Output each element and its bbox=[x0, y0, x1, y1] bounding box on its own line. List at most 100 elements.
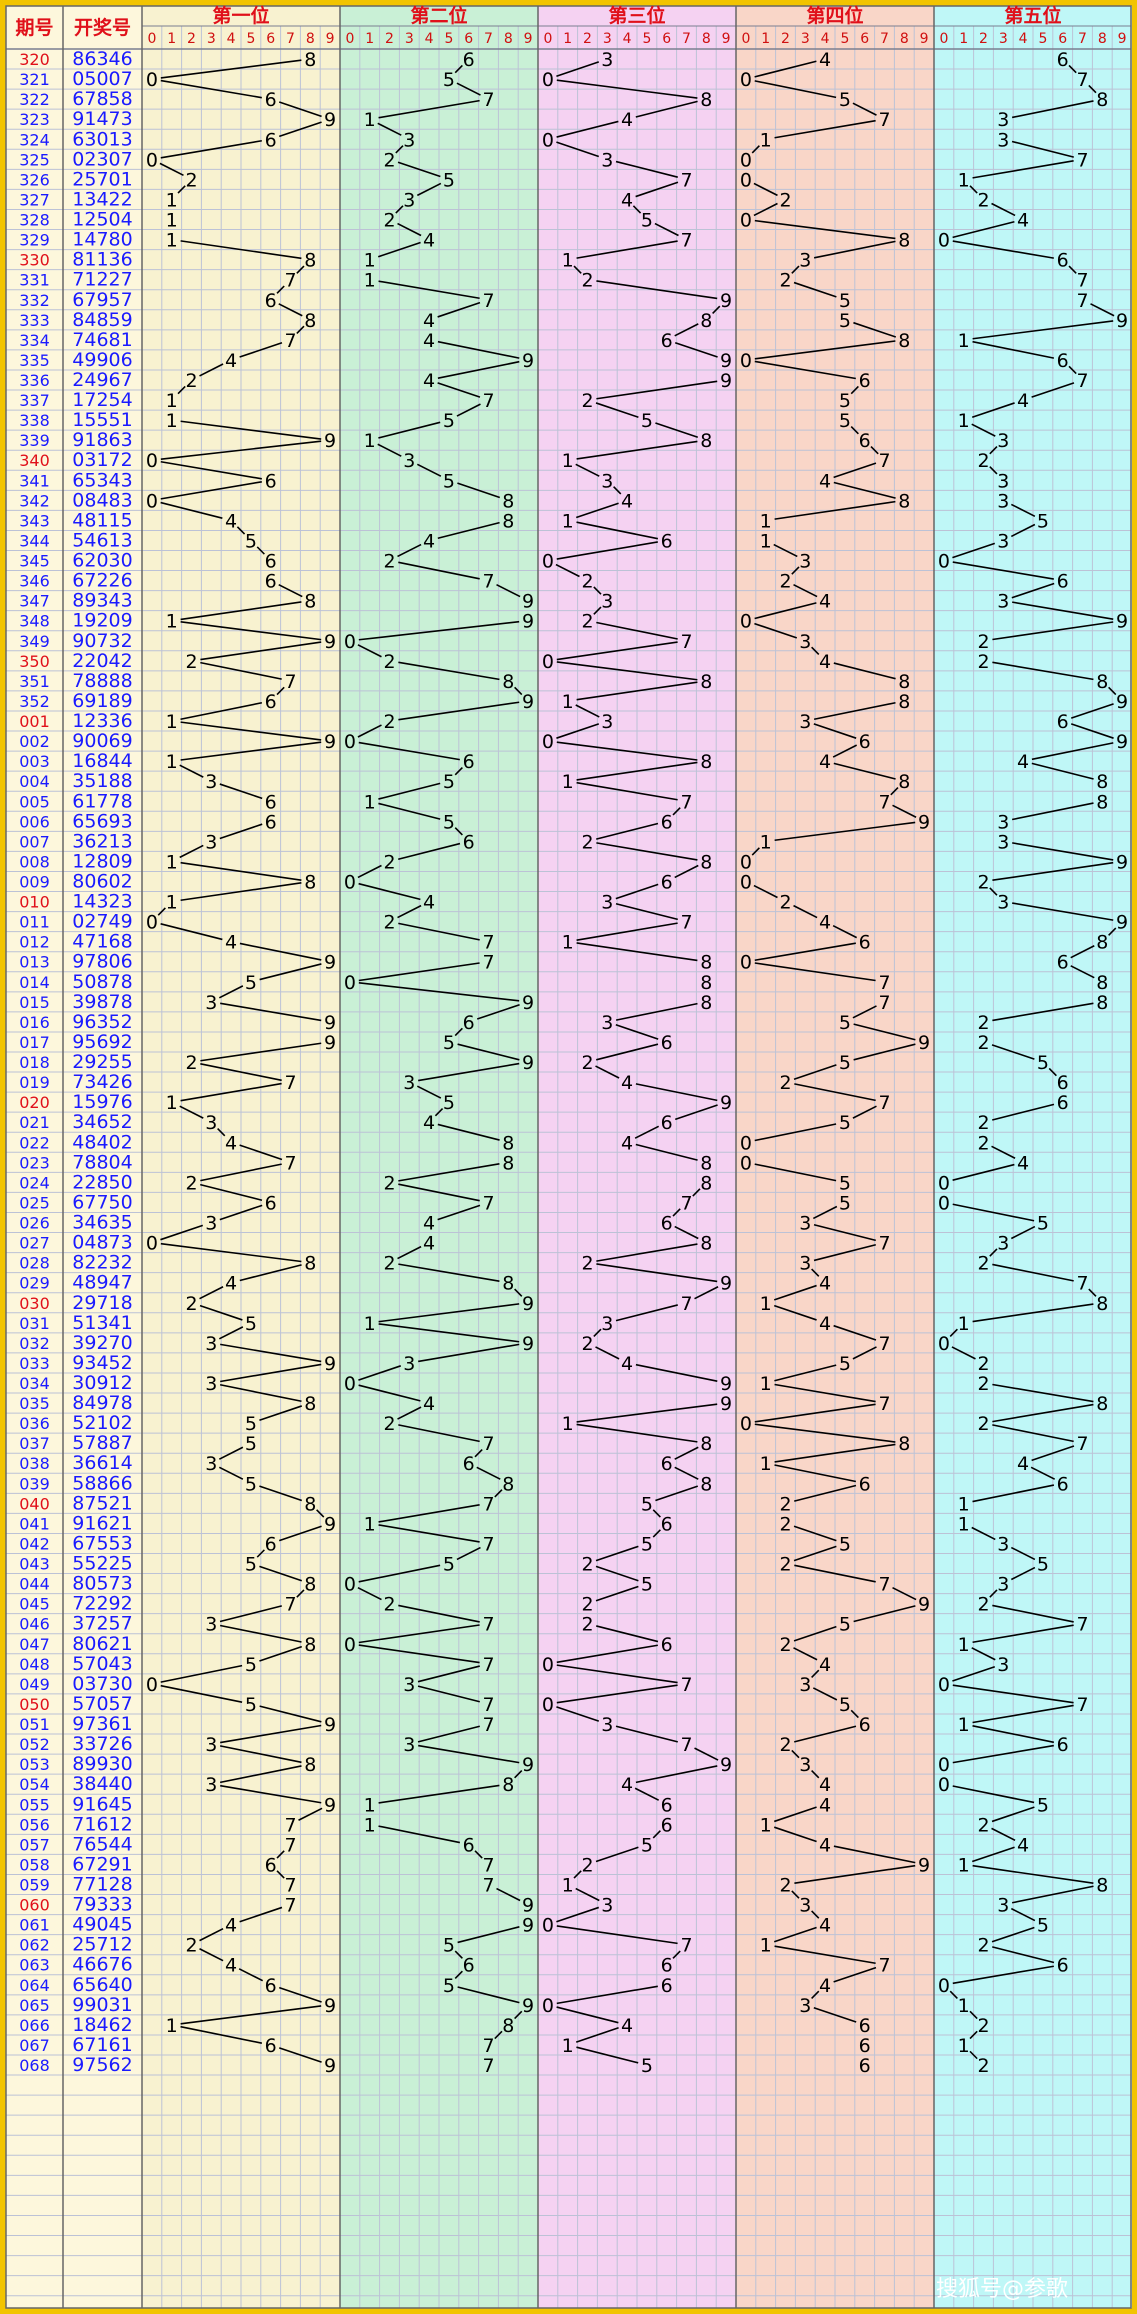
digit-mark: 0 bbox=[938, 1674, 950, 1696]
digit-mark: 2 bbox=[977, 1353, 989, 1375]
trend-segment bbox=[596, 1243, 698, 1262]
digit-header: 5 bbox=[840, 31, 849, 47]
trend-segment bbox=[1030, 1466, 1056, 1480]
trend-segment bbox=[595, 402, 639, 418]
trend-segment bbox=[596, 1263, 718, 1283]
row-grid bbox=[6, 68, 1131, 2297]
position-header-1: 第一位 bbox=[212, 4, 269, 27]
digit-mark: 8 bbox=[700, 851, 712, 873]
trend-segment bbox=[199, 363, 224, 377]
trend-segment bbox=[754, 360, 856, 380]
digit-header: 3 bbox=[801, 31, 810, 47]
trend-segment bbox=[972, 320, 1114, 340]
trend-segment bbox=[952, 1684, 1074, 1704]
trend-segment bbox=[595, 1585, 639, 1602]
digit-header: 3 bbox=[405, 31, 414, 47]
trend-segment bbox=[692, 1188, 701, 1197]
draw-number: 13422 bbox=[72, 188, 132, 210]
digit-mark: 2 bbox=[779, 571, 791, 593]
trend-segment bbox=[852, 1346, 877, 1360]
digit-mark: 4 bbox=[423, 310, 435, 332]
trend-segment bbox=[952, 1744, 1054, 1764]
trend-segment bbox=[890, 787, 899, 796]
digit-mark: 7 bbox=[680, 912, 692, 934]
draw-number: 02307 bbox=[72, 148, 132, 170]
trend-segment bbox=[160, 1684, 243, 1703]
digit-mark: 5 bbox=[641, 1834, 653, 1856]
digit-mark: 5 bbox=[443, 771, 455, 793]
digit-mark: 7 bbox=[482, 1854, 494, 1876]
trend-segment bbox=[556, 79, 698, 99]
digit-mark: 5 bbox=[443, 1032, 455, 1054]
digit-mark: 3 bbox=[601, 1714, 613, 1736]
digit-header: 4 bbox=[821, 31, 830, 47]
digit-mark: 9 bbox=[720, 290, 732, 312]
digit-mark: 1 bbox=[166, 851, 178, 873]
digit-mark: 7 bbox=[284, 270, 296, 292]
digit-mark: 9 bbox=[918, 1594, 930, 1616]
trend-segment bbox=[239, 1906, 283, 1923]
digit-mark: 7 bbox=[878, 1092, 890, 1114]
issue-number: 325 bbox=[19, 150, 50, 169]
digit-header: 8 bbox=[900, 31, 909, 47]
issue-number: 005 bbox=[19, 792, 50, 811]
digit-mark: 1 bbox=[958, 1854, 970, 1876]
trend-segment bbox=[259, 963, 322, 981]
trend-segment bbox=[157, 907, 166, 916]
trend-segment bbox=[952, 1965, 1054, 1985]
trend-segment bbox=[199, 1304, 243, 1321]
issue-number: 067 bbox=[19, 2036, 50, 2055]
digit-mark: 6 bbox=[859, 2035, 871, 2057]
digit-mark: 3 bbox=[997, 1533, 1009, 1555]
digit-mark: 0 bbox=[344, 731, 356, 753]
trend-segment bbox=[754, 942, 856, 962]
trend-segment bbox=[496, 1887, 521, 1902]
digit-mark: 5 bbox=[641, 210, 653, 232]
trend-segment bbox=[753, 202, 778, 217]
issue-number: 037 bbox=[19, 1434, 50, 1453]
trend-segment bbox=[952, 542, 996, 559]
trend-segment bbox=[474, 1850, 483, 1859]
trend-segment bbox=[180, 601, 302, 621]
digit-mark: 5 bbox=[839, 1353, 851, 1375]
trend-segment bbox=[416, 463, 442, 477]
trend-segment bbox=[892, 1586, 917, 1601]
digit-mark: 5 bbox=[245, 972, 257, 994]
digit-header: 1 bbox=[959, 31, 968, 47]
digit-mark: 9 bbox=[324, 731, 336, 753]
trend-segment bbox=[794, 1484, 857, 1502]
digit-mark: 1 bbox=[760, 1453, 772, 1475]
trend-segment bbox=[238, 1968, 264, 1982]
digit-mark: 6 bbox=[859, 731, 871, 753]
trend-segment bbox=[812, 1205, 838, 1220]
digit-mark: 7 bbox=[1076, 1694, 1088, 1716]
trend-segment bbox=[218, 1446, 244, 1460]
digit-mark: 9 bbox=[324, 631, 336, 653]
draw-number: 65640 bbox=[72, 1974, 132, 1996]
trend-segment bbox=[219, 1605, 282, 1623]
draw-number: 65343 bbox=[72, 469, 132, 491]
trend-segment bbox=[200, 1183, 263, 1202]
digit-mark: 5 bbox=[839, 410, 851, 432]
digit-mark: 5 bbox=[443, 1975, 455, 1997]
digit-mark: 4 bbox=[423, 530, 435, 552]
draw-number: 89930 bbox=[72, 1753, 132, 1775]
digit-mark: 1 bbox=[562, 691, 574, 713]
digit-mark: 1 bbox=[958, 330, 970, 352]
trend-segment bbox=[160, 460, 262, 480]
trend-segment bbox=[972, 1303, 1094, 1323]
trend-segment bbox=[774, 119, 876, 139]
draw-number: 93452 bbox=[72, 1352, 132, 1374]
issue-number: 026 bbox=[19, 1214, 50, 1233]
trend-segment bbox=[593, 606, 602, 615]
draw-number: 54613 bbox=[72, 529, 132, 551]
draw-number: 25712 bbox=[72, 1934, 132, 1956]
trend-segment bbox=[296, 265, 305, 274]
trend-lines-position-2 bbox=[357, 64, 523, 2040]
digit-mark: 4 bbox=[819, 1794, 831, 1816]
trend-segment bbox=[259, 1565, 303, 1582]
digit-mark: 4 bbox=[1017, 1152, 1029, 1174]
trend-segment bbox=[652, 1529, 661, 1538]
digit-mark: 3 bbox=[403, 1353, 415, 1375]
draw-number: 91863 bbox=[72, 429, 132, 451]
